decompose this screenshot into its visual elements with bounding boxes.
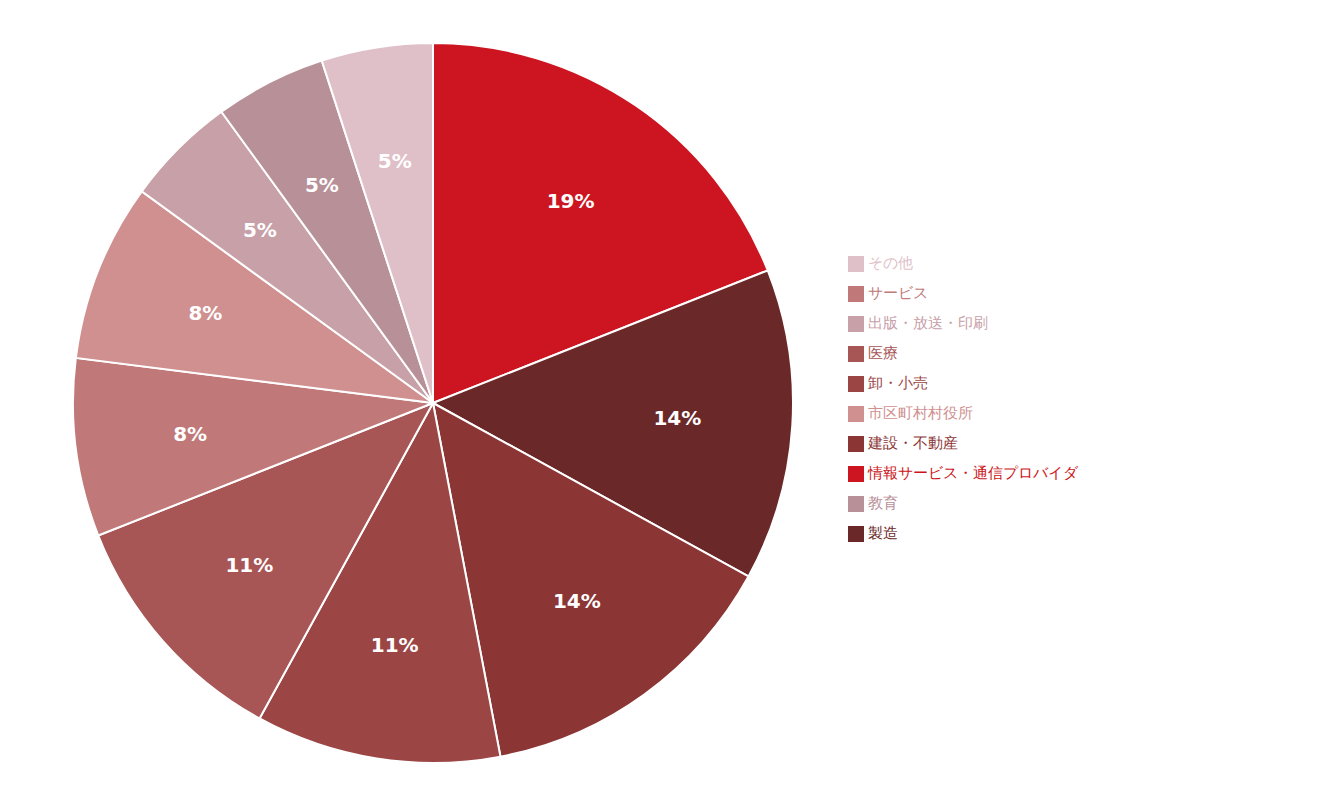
svg-text:19%: 19% bbox=[547, 189, 595, 213]
svg-text:5%: 5% bbox=[243, 218, 277, 242]
svg-text:14%: 14% bbox=[553, 589, 601, 613]
html-text:建設・不動産: 建設・不動産 bbox=[868, 434, 958, 452]
svg-text:14%: 14% bbox=[653, 406, 701, 430]
svg-text:5%: 5% bbox=[378, 149, 412, 173]
html-text:サービス: サービス bbox=[868, 284, 928, 302]
html-text:出版・放送・印刷: 出版・放送・印刷 bbox=[868, 314, 988, 332]
html-text:製造: 製造 bbox=[868, 524, 898, 542]
html-text:医療: 医療 bbox=[868, 344, 898, 362]
svg-text:11%: 11% bbox=[225, 553, 273, 577]
html-text:教育: 教育 bbox=[868, 494, 898, 512]
html-text:市区町村村役所: 市区町村村役所 bbox=[868, 404, 973, 422]
svg-text:8%: 8% bbox=[188, 301, 222, 325]
html-text:その他: その他 bbox=[868, 254, 913, 272]
html-text:卸・小売: 卸・小売 bbox=[868, 374, 928, 392]
svg-text:5%: 5% bbox=[305, 173, 339, 197]
svg-text:8%: 8% bbox=[173, 422, 207, 446]
svg-text:11%: 11% bbox=[371, 633, 419, 657]
html-text:情報サービス・通信プロバイダ: 情報サービス・通信プロバイダ bbox=[868, 464, 1078, 482]
